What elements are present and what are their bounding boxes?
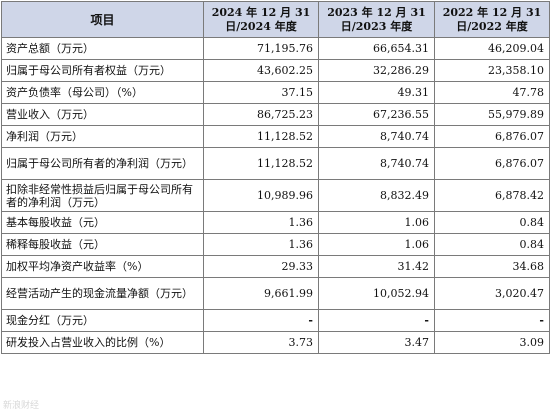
header-2023: 2023 年 12 月 31 日/2023 年度	[318, 1, 435, 38]
cell-2024: 37.15	[203, 81, 319, 104]
cell-2022: 6,878.42	[434, 179, 550, 212]
cell-2024: 11,128.52	[203, 125, 319, 148]
cell-2023: 31.42	[318, 255, 435, 278]
financial-table-container: 项目 2024 年 12 月 31 日/2024 年度 2023 年 12 月 …	[1, 1, 550, 354]
table-row: 资产总额（万元） 71,195.76 66,654.31 46,209.04	[1, 37, 550, 60]
cell-2022: 0.84	[434, 211, 550, 234]
table-row: 研发投入占营业收入的比例（%） 3.73 3.47 3.09	[1, 331, 550, 354]
cell-2024: 71,195.76	[203, 37, 319, 60]
cell-2022: 34.68	[434, 255, 550, 278]
table-row: 扣除非经常性损益后归属于母公司所有者的净利润（万元） 10,989.96 8,8…	[1, 179, 550, 212]
cell-2023: 66,654.31	[318, 37, 435, 60]
cell-2024: 86,725.23	[203, 103, 319, 126]
cell-2023: 67,236.55	[318, 103, 435, 126]
cell-2022: 46,209.04	[434, 37, 550, 60]
header-item: 项目	[1, 1, 204, 38]
table-row: 净利润（万元） 11,128.52 8,740.74 6,876.07	[1, 125, 550, 148]
cell-2023: 32,286.29	[318, 59, 435, 82]
cell-2022: 55,979.89	[434, 103, 550, 126]
header-2022: 2022 年 12 月 31 日/2022 年度	[434, 1, 550, 38]
table-row: 现金分红（万元） - - -	[1, 309, 550, 332]
row-label: 归属于母公司所有者的净利润（万元）	[1, 147, 204, 180]
cell-2024: 43,602.25	[203, 59, 319, 82]
row-label: 归属于母公司所有者权益（万元）	[1, 59, 204, 82]
cell-2022: 6,876.07	[434, 147, 550, 180]
financial-summary-table: 项目 2024 年 12 月 31 日/2024 年度 2023 年 12 月 …	[1, 1, 550, 354]
cell-2023: 8,832.49	[318, 179, 435, 212]
cell-2024: 1.36	[203, 211, 319, 234]
row-label: 扣除非经常性损益后归属于母公司所有者的净利润（万元）	[1, 179, 204, 212]
cell-2022: -	[434, 309, 550, 332]
cell-2024: 3.73	[203, 331, 319, 354]
cell-2023: 8,740.74	[318, 147, 435, 180]
row-label: 加权平均净资产收益率（%）	[1, 255, 204, 278]
cell-2023: 3.47	[318, 331, 435, 354]
row-label: 经营活动产生的现金流量净额（万元）	[1, 277, 204, 310]
cell-2024: 11,128.52	[203, 147, 319, 180]
cell-2023: 1.06	[318, 211, 435, 234]
row-label: 研发投入占营业收入的比例（%）	[1, 331, 204, 354]
table-row: 稀释每股收益（元） 1.36 1.06 0.84	[1, 233, 550, 256]
cell-2023: 8,740.74	[318, 125, 435, 148]
row-label: 稀释每股收益（元）	[1, 233, 204, 256]
cell-2024: -	[203, 309, 319, 332]
cell-2022: 0.84	[434, 233, 550, 256]
table-header-row: 项目 2024 年 12 月 31 日/2024 年度 2023 年 12 月 …	[1, 1, 550, 38]
header-2024: 2024 年 12 月 31 日/2024 年度	[203, 1, 319, 38]
row-label: 净利润（万元）	[1, 125, 204, 148]
table-row: 归属于母公司所有者的净利润（万元） 11,128.52 8,740.74 6,8…	[1, 147, 550, 180]
table-row: 营业收入（万元） 86,725.23 67,236.55 55,979.89	[1, 103, 550, 126]
cell-2022: 3.09	[434, 331, 550, 354]
cell-2022: 47.78	[434, 81, 550, 104]
cell-2023: 1.06	[318, 233, 435, 256]
table-row: 资产负债率（母公司）（%） 37.15 49.31 47.78	[1, 81, 550, 104]
row-label: 资产负债率（母公司）（%）	[1, 81, 204, 104]
cell-2022: 3,020.47	[434, 277, 550, 310]
cell-2024: 9,661.99	[203, 277, 319, 310]
cell-2024: 10,989.96	[203, 179, 319, 212]
table-row: 加权平均净资产收益率（%） 29.33 31.42 34.68	[1, 255, 550, 278]
row-label: 营业收入（万元）	[1, 103, 204, 126]
table-row: 基本每股收益（元） 1.36 1.06 0.84	[1, 211, 550, 234]
row-label: 现金分红（万元）	[1, 309, 204, 332]
cell-2023: 49.31	[318, 81, 435, 104]
cell-2024: 29.33	[203, 255, 319, 278]
table-row: 经营活动产生的现金流量净额（万元） 9,661.99 10,052.94 3,0…	[1, 277, 550, 310]
row-label: 基本每股收益（元）	[1, 211, 204, 234]
watermark-text: 新浪财经	[3, 401, 40, 411]
cell-2022: 23,358.10	[434, 59, 550, 82]
cell-2024: 1.36	[203, 233, 319, 256]
table-row: 归属于母公司所有者权益（万元） 43,602.25 32,286.29 23,3…	[1, 59, 550, 82]
cell-2022: 6,876.07	[434, 125, 550, 148]
cell-2023: -	[318, 309, 435, 332]
cell-2023: 10,052.94	[318, 277, 435, 310]
row-label: 资产总额（万元）	[1, 37, 204, 60]
